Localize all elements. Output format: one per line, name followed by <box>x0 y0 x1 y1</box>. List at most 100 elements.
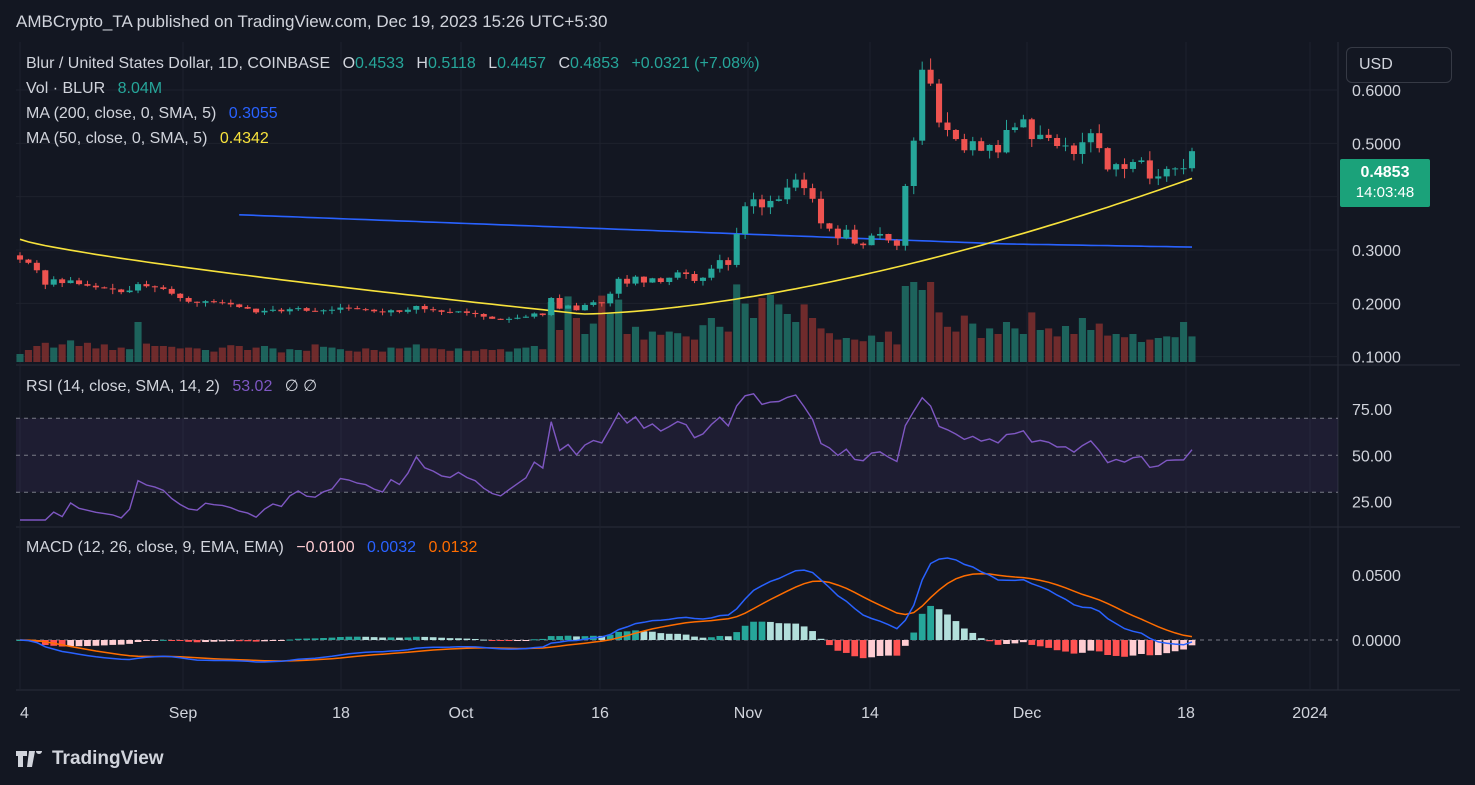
candle-body <box>362 309 369 311</box>
volume-bar <box>1028 312 1036 362</box>
macd-histogram-bar <box>168 640 176 641</box>
macd-histogram-bar <box>1036 640 1044 647</box>
macd-histogram-bar <box>1045 640 1053 648</box>
volume-bar <box>1171 337 1179 362</box>
macd-histogram-bar <box>657 633 665 640</box>
candle-body <box>1087 133 1094 143</box>
candle-body <box>1070 145 1077 154</box>
volume-bar <box>665 331 673 362</box>
candle-body <box>927 69 934 84</box>
candle-body <box>371 309 378 312</box>
volume-bar <box>1154 338 1162 362</box>
candle-body <box>253 308 260 313</box>
candle-body <box>683 272 690 274</box>
candle-body <box>590 302 597 305</box>
macd-histogram-bar <box>446 638 454 640</box>
volume-value: 8.04M <box>117 80 163 97</box>
volume-bar <box>775 304 783 362</box>
volume-bar <box>1163 336 1171 362</box>
rsi-pane <box>16 393 1338 521</box>
macd-histogram-bar <box>649 631 656 640</box>
candle-body <box>202 301 209 303</box>
grid-lines <box>16 42 1460 691</box>
candle-body <box>733 234 740 265</box>
macd-histogram-bar <box>471 638 479 640</box>
volume-bar <box>741 303 749 362</box>
ma200-legend[interactable]: MA (200, close, 0, SMA, 5) 0.3055 <box>26 105 278 123</box>
volume-bar <box>404 347 412 362</box>
macd-histogram-bar <box>84 640 91 647</box>
macd-histogram-bar <box>455 638 462 640</box>
macd-histogram-bar <box>530 639 538 641</box>
volume-bar <box>893 344 901 362</box>
price-tick-label: 0.5000 <box>1352 136 1401 153</box>
rsi-legend[interactable]: RSI (14, close, SMA, 14, 2) 53.02 ∅ ∅ <box>26 376 317 396</box>
symbol-legend[interactable]: Blur / United States Dollar, 1D, COINBAS… <box>26 55 760 73</box>
x-tick-label: 2024 <box>1292 705 1328 722</box>
macd-histogram-bar <box>792 623 800 640</box>
volume-bar <box>1112 334 1120 362</box>
candle-body <box>750 199 757 207</box>
rsi-tick-label: 50.00 <box>1352 448 1392 465</box>
candle-body <box>716 260 723 269</box>
macd-histogram-bar <box>969 632 977 640</box>
macd-histogram-bar <box>724 636 732 640</box>
macd-histogram-bar <box>665 633 673 640</box>
macd-histogram-bar <box>404 637 412 640</box>
macd-histogram-bar <box>176 640 184 641</box>
candle-body <box>101 287 108 289</box>
volume-bar <box>159 346 167 362</box>
macd-histogram-bar <box>1129 640 1137 656</box>
volume-bar <box>1087 330 1095 362</box>
candle-body <box>936 83 943 123</box>
volume-bar <box>244 350 252 362</box>
candle-body <box>1146 160 1153 179</box>
candle-body <box>893 240 900 246</box>
price-tick-label: 0.6000 <box>1352 83 1401 100</box>
ma200-label: MA (200, close, 0, SMA, 5) <box>26 105 217 122</box>
volume-bar <box>24 350 32 362</box>
macd-histogram-bar <box>640 631 648 640</box>
volume-bar <box>766 294 774 362</box>
candle-body <box>809 188 816 199</box>
rsi-tick-label: 25.00 <box>1352 495 1392 512</box>
candle-body <box>328 309 336 311</box>
volume-bar <box>615 299 623 362</box>
macd-histogram-bar <box>202 640 209 643</box>
candle-body <box>354 308 361 310</box>
macd-label: MACD (12, 26, close, 9, EMA, EMA) <box>26 539 284 556</box>
macd-histogram-bar <box>977 638 985 640</box>
macd-histogram-bar <box>1146 640 1154 656</box>
currency-button[interactable]: USD <box>1346 47 1452 83</box>
macd-histogram-bar <box>67 640 74 647</box>
volume-bar <box>370 350 378 362</box>
candle-body <box>666 277 673 282</box>
macd-histogram-bar <box>75 640 83 647</box>
candle-body <box>649 278 656 283</box>
volume-bar <box>83 342 91 362</box>
volume-label: Vol · BLUR <box>26 80 106 97</box>
macd-histogram-bar <box>800 626 808 640</box>
last-price-tag: 0.4853 14:03:48 <box>1340 159 1430 207</box>
volume-legend[interactable]: Vol · BLUR 8.04M <box>26 80 162 98</box>
candle-body <box>312 310 319 312</box>
volume-bar <box>1129 334 1137 362</box>
candle-body <box>1188 151 1196 169</box>
macd-legend[interactable]: MACD (12, 26, close, 9, EMA, EMA) −0.010… <box>26 539 477 557</box>
candle-body <box>1079 142 1086 154</box>
volume-bar <box>109 350 117 362</box>
macd-histogram-bar <box>1171 640 1179 652</box>
ma50-legend[interactable]: MA (50, close, 0, SMA, 5) 0.4342 <box>26 130 269 148</box>
macd-histogram-bar <box>1079 640 1086 653</box>
candle-body <box>337 307 344 310</box>
macd-histogram-bar <box>944 614 951 640</box>
candle-body <box>25 259 32 263</box>
macd-histogram-bar <box>741 625 749 640</box>
macd-histogram-bar <box>193 640 201 643</box>
macd-histogram-bar <box>421 636 429 640</box>
volume-bar <box>564 296 572 362</box>
tradingview-footer[interactable]: TradingView <box>16 748 164 770</box>
volume-bar <box>522 347 530 362</box>
volume-bar <box>1095 323 1103 362</box>
